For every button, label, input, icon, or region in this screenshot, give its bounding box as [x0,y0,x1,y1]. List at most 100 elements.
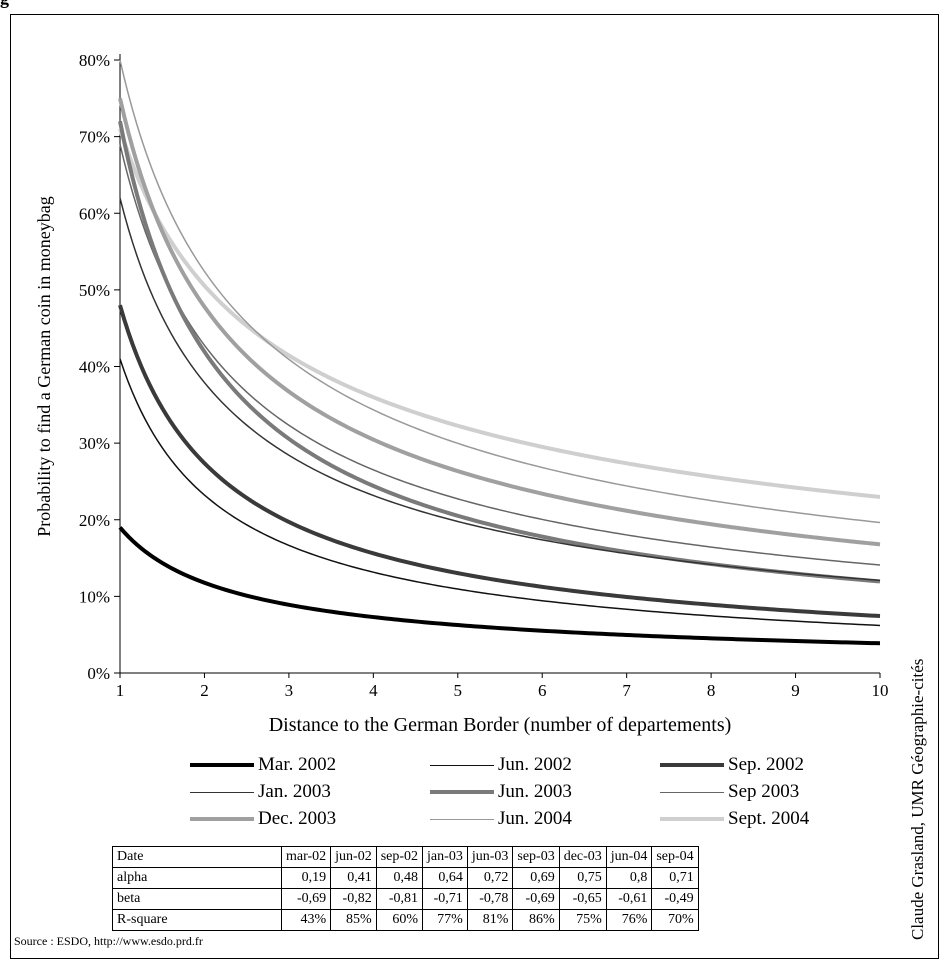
legend-label: Jan. 2003 [258,781,331,802]
table-cell: 0,64 [422,867,468,889]
y-tick-label: 60% [79,204,110,223]
legend-item: Jun. 2002 [430,752,572,778]
table-cell: 70% [651,909,699,931]
table-cell: sep-02 [375,846,424,868]
table-row-label: R-square [112,909,282,931]
table-cell: 0,71 [651,867,699,889]
table-cell: 77% [422,909,468,931]
series-line [118,128,881,499]
y-tick-label: 50% [79,281,110,300]
x-tick-label: 7 [622,681,631,700]
header-text: g [0,0,947,10]
figure-frame [10,14,939,959]
table-cell: mar-02 [280,846,332,868]
table-cell: 81% [466,909,514,931]
legend-swatch [190,791,254,793]
table-cell: 85% [330,909,377,931]
y-tick-label: 80% [79,51,110,70]
table-cell: -0,61 [605,888,653,910]
x-tick-label: 9 [791,681,800,700]
table-cell: jan-03 [422,846,468,868]
legend-item: Sept. 2004 [660,806,809,832]
table-row-label: alpha [112,867,282,889]
legend-item: Sep. 2002 [660,752,804,778]
table-cell: 0,72 [466,867,514,889]
x-tick-label: 1 [116,681,125,700]
legend-label: Jun. 2004 [498,808,572,829]
y-tick-label: 30% [79,434,110,453]
legend-swatch [430,790,494,794]
credit-note: Claude Grasland, UMR Géographie-cités [908,658,927,940]
series-line [118,304,881,619]
table-cell: 0,41 [330,867,377,889]
series-line [118,120,881,584]
table-cell: 60% [375,909,424,931]
table-cell: -0,82 [330,888,377,910]
table-cell: sep-03 [512,846,560,868]
legend-swatch [660,791,724,793]
y-axis-label: Probability to find a German coin in mon… [34,196,54,536]
table-cell: 0,19 [280,867,332,889]
table-cell: -0,49 [651,888,699,910]
legend-item: Jun. 2004 [430,806,572,832]
table-row: alpha 0,19 0,41 0,48 0,64 0,72 0,69 0,75 0,8 0,71 [112,867,699,889]
table-cell: 86% [512,909,560,931]
table-cell: jun-04 [605,846,653,868]
table-cell: -0,78 [466,888,514,910]
legend-item: Jan. 2003 [190,779,331,805]
table-row: beta -0,69 -0,82 -0,81 -0,71 -0,78 -0,69 -0,65-… [112,888,699,910]
table-cell: -0,71 [422,888,468,910]
table-cell: 0,48 [375,867,424,889]
table-cell: -0,69 [512,888,560,910]
line-chart: 0% 10% 20% 30% 40% 50% 60% 70% 80% 1 2 3 4 5 6 7 8 9 10 Dis… [34,51,889,736]
x-tick-label: 6 [538,681,547,700]
table-row-label: Date [112,846,282,868]
legend-label: Sep. 2002 [728,754,804,775]
legend-item: Dec. 2003 [190,806,336,832]
legend-item: Sep 2003 [660,779,799,805]
series-line [118,526,881,646]
legend-label: Dec. 2003 [258,808,337,829]
table-row-label: beta [112,888,282,910]
table-cell: 76% [605,909,653,931]
table-cell: 0,75 [558,867,607,889]
x-axis-label: Distance to the German Border (number of… [269,714,732,736]
legend-label: Jun. 2003 [498,781,572,802]
table-cell: jun-03 [466,846,514,868]
x-tick-label: 10 [872,681,889,700]
chart-legend: Mar. 2002 Jun. 2002 Sep. 2002 Jan. 2003 Jun.… [190,752,830,844]
y-tick-label: 10% [79,587,110,606]
y-tick-label: 0% [87,664,110,683]
table-cell: -0,65 [558,888,607,910]
x-tick-label: 2 [200,681,209,700]
legend-swatch [190,817,254,821]
legend-label: Mar. 2002 [258,754,337,775]
legend-item: Mar. 2002 [190,752,336,778]
table-cell: 0,8 [605,867,653,889]
series-line [119,59,881,524]
x-tick-label: 5 [454,681,463,700]
x-tick-label: 3 [285,681,294,700]
table-cell: 43% [280,909,332,931]
table-cell: sep-04 [651,846,699,868]
table-cell: 75% [558,909,607,931]
table-cell: -0,81 [375,888,424,910]
y-tick-label: 40% [79,358,110,377]
legend-swatch [660,763,724,767]
table-cell: dec-03 [558,846,607,868]
y-tick-label: 20% [79,511,110,530]
legend-label: Sept. 2004 [728,808,810,829]
parameter-table: Date mar-02 jun-02 sep-02 jan-03 jun-03 sep-03… [112,846,699,931]
legend-swatch [660,817,724,821]
legend-swatch [430,764,494,766]
series-line [119,197,881,582]
legend-label: Sep 2003 [728,781,800,802]
x-tick-label: 4 [369,681,378,700]
y-tick-label: 70% [79,128,110,147]
table-row: Date mar-02 jun-02 sep-02 jan-03 jun-03 sep-03… [112,846,699,868]
series-line [118,97,881,547]
legend-swatch [190,763,254,767]
legend-swatch [430,818,494,820]
table-row: R-square 43% 85% 60% 77% 81% 86% 75% 76% 70% [112,909,699,931]
legend-label: Jun. 2002 [498,754,572,775]
